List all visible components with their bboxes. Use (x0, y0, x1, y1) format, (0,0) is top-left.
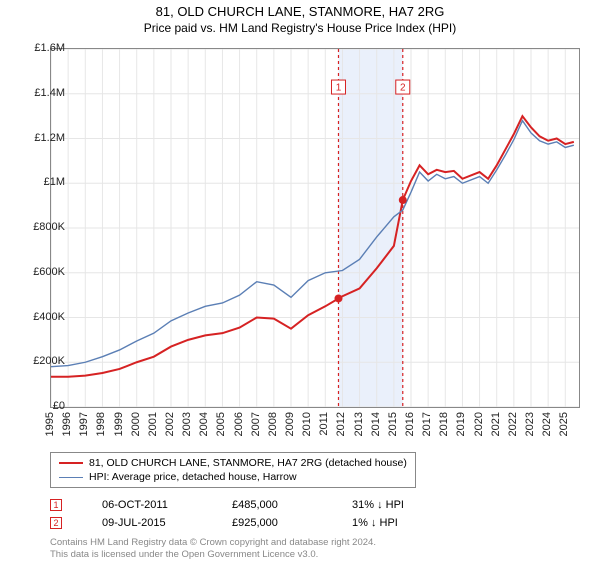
x-tick-label: 2025 (558, 412, 570, 436)
event-price: £925,000 (232, 517, 312, 529)
x-tick-label: 1997 (78, 412, 90, 436)
x-tick-label: 2015 (387, 412, 399, 436)
legend: 81, OLD CHURCH LANE, STANMORE, HA7 2RG (… (50, 452, 416, 488)
x-tick-label: 2017 (421, 412, 433, 436)
svg-text:2: 2 (400, 83, 406, 94)
events-table: 1 06-OCT-2011 £485,000 31% ↓ HPI 2 09-JUL-201… (50, 496, 404, 532)
x-tick-label: 1998 (95, 412, 107, 436)
x-tick-label: 2013 (353, 412, 365, 436)
x-tick-label: 1995 (44, 412, 56, 436)
footer: Contains HM Land Registry data © Crown c… (50, 537, 376, 560)
x-tick-label: 2000 (130, 412, 142, 436)
x-tick-label: 2021 (490, 412, 502, 436)
event-delta: 1% ↓ HPI (352, 517, 398, 529)
legend-item: HPI: Average price, detached house, Harr… (59, 470, 407, 484)
event-date: 06-OCT-2011 (102, 499, 192, 511)
event-marker: 2 (50, 517, 62, 529)
x-tick-label: 2004 (198, 412, 210, 436)
legend-swatch (59, 462, 83, 464)
x-tick-label: 2019 (455, 412, 467, 436)
x-tick-label: 2020 (473, 412, 485, 436)
event-price: £485,000 (232, 499, 312, 511)
y-tick-label: £1M (15, 176, 65, 188)
y-tick-label: £1.4M (15, 87, 65, 99)
y-tick-label: £1.2M (15, 132, 65, 144)
y-tick-label: £600K (15, 266, 65, 278)
y-tick-label: £200K (15, 355, 65, 367)
legend-item: 81, OLD CHURCH LANE, STANMORE, HA7 2RG (… (59, 456, 407, 470)
x-tick-label: 2014 (370, 412, 382, 436)
x-tick-label: 2018 (438, 412, 450, 436)
x-tick-label: 2010 (301, 412, 313, 436)
footer-line-1: Contains HM Land Registry data © Crown c… (50, 537, 376, 548)
x-tick-label: 2016 (404, 412, 416, 436)
x-tick-label: 2009 (284, 412, 296, 436)
legend-swatch (59, 477, 83, 478)
x-tick-label: 2007 (250, 412, 262, 436)
footer-line-2: This data is licensed under the Open Gov… (50, 549, 376, 560)
x-tick-label: 2008 (267, 412, 279, 436)
x-tick-label: 2012 (335, 412, 347, 436)
x-tick-label: 2002 (164, 412, 176, 436)
event-marker: 1 (50, 499, 62, 511)
y-tick-label: £400K (15, 311, 65, 323)
x-tick-label: 2001 (147, 412, 159, 436)
event-delta: 31% ↓ HPI (352, 499, 404, 511)
x-tick-label: 2022 (507, 412, 519, 436)
y-tick-label: £0 (15, 400, 65, 412)
x-tick-label: 2024 (541, 412, 553, 436)
legend-label: HPI: Average price, detached house, Harr… (89, 471, 297, 483)
y-tick-label: £800K (15, 221, 65, 233)
event-date: 09-JUL-2015 (102, 517, 192, 529)
plot-area: 12 (50, 48, 580, 408)
x-tick-label: 2011 (318, 412, 330, 436)
y-tick-label: £1.6M (15, 42, 65, 54)
event-row: 2 09-JUL-2015 £925,000 1% ↓ HPI (50, 514, 404, 532)
x-tick-label: 2023 (524, 412, 536, 436)
x-tick-label: 1996 (61, 412, 73, 436)
chart-container: 81, OLD CHURCH LANE, STANMORE, HA7 2RG P… (0, 4, 600, 564)
x-tick-label: 1999 (113, 412, 125, 436)
x-tick-label: 2006 (233, 412, 245, 436)
x-tick-label: 2005 (215, 412, 227, 436)
chart-subtitle: Price paid vs. HM Land Registry's House … (0, 21, 600, 35)
event-row: 1 06-OCT-2011 £485,000 31% ↓ HPI (50, 496, 404, 514)
chart-svg: 12 (51, 49, 579, 407)
svg-text:1: 1 (336, 83, 342, 94)
legend-label: 81, OLD CHURCH LANE, STANMORE, HA7 2RG (… (89, 457, 407, 469)
chart-title: 81, OLD CHURCH LANE, STANMORE, HA7 2RG (0, 4, 600, 19)
x-tick-label: 2003 (181, 412, 193, 436)
